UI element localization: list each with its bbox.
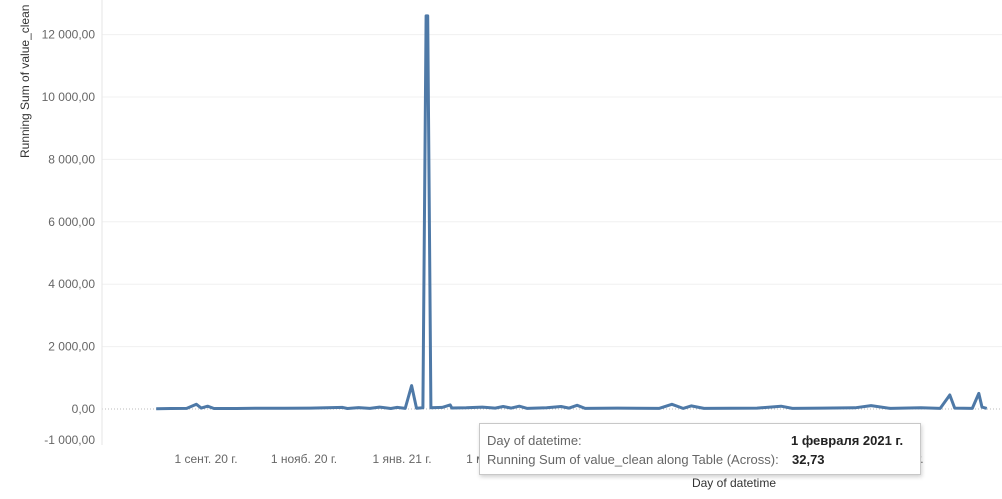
y-tick-label: 6 000,00 — [48, 215, 95, 229]
y-axis-ticks: 12 000,00 10 000,00 8 000,00 6 000,00 4 000,… — [42, 28, 96, 448]
x-tick-label: 1 янв. 21 г. — [372, 452, 431, 466]
x-axis-title: Day of datetime — [692, 476, 776, 490]
tooltip-sum-value: 32,73 — [792, 452, 825, 467]
y-axis-title: Running Sum of value_clean — [18, 5, 32, 158]
series-line[interactable] — [156, 14, 988, 411]
gridlines — [102, 34, 1002, 410]
tooltip: Day of datetime: 1 февраля 2021 г. Runni… — [479, 423, 921, 475]
y-tick-label: -1 000,00 — [44, 433, 95, 447]
y-tick-label: 10 000,00 — [42, 90, 96, 104]
tooltip-sum-label: Running Sum of value_clean along Table (… — [487, 452, 779, 467]
y-tick-label: 2 000,00 — [48, 340, 95, 354]
tooltip-date-label: Day of datetime: — [487, 433, 582, 448]
x-tick-label: 1 нояб. 20 г. — [271, 452, 337, 466]
tooltip-date-value: 1 февраля 2021 г. — [791, 433, 904, 448]
x-tick-label: 1 сент. 20 г. — [174, 452, 237, 466]
y-tick-label: 12 000,00 — [42, 28, 96, 42]
tooltip-date-row: Day of datetime: 1 февраля 2021 г. — [487, 433, 903, 448]
tooltip-sum-row: Running Sum of value_clean along Table (… — [487, 452, 825, 467]
y-tick-label: 4 000,00 — [48, 277, 95, 291]
y-tick-label: 8 000,00 — [48, 152, 95, 166]
y-tick-label: 0,00 — [72, 402, 96, 416]
